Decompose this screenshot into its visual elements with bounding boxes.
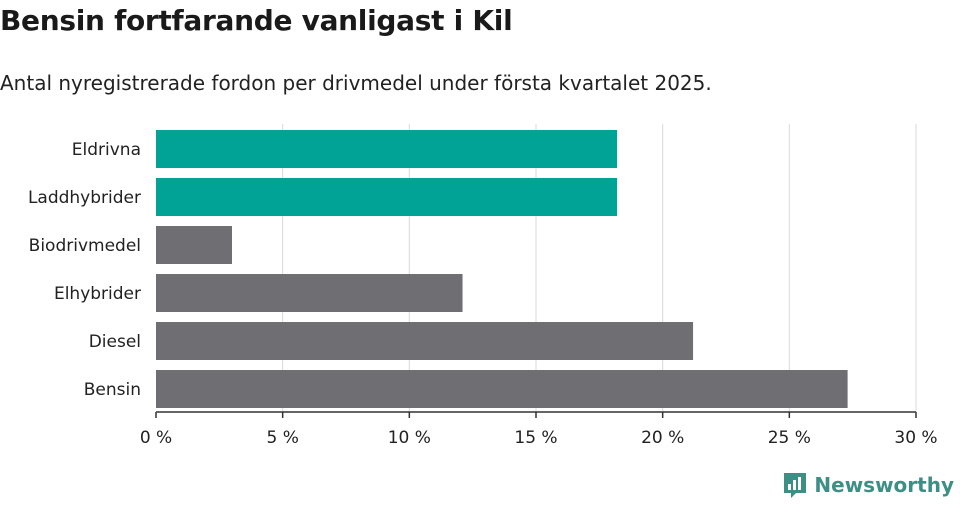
x-tick-label: 25 % [768,428,811,448]
x-tick-label: 15 % [514,428,557,448]
chart-subtitle: Antal nyregistrerade fordon per drivmede… [0,71,712,95]
brand-logo: Newsworthy [782,471,954,499]
bar-chart: Eldrivna Laddhybrider Biodrivmedel Elhybrid… [28,124,938,448]
x-tick-label: 10 % [388,428,431,448]
x-tick-label: 30 % [894,428,937,448]
category-label: Diesel [89,332,141,352]
category-label: Biodrivmedel [29,236,141,256]
brand-name: Newsworthy [814,473,954,497]
bar [156,226,232,264]
bar [156,370,848,408]
category-label: Eldrivna [72,140,141,160]
category-label: Elhybrider [54,284,141,304]
x-tick-label: 0 % [140,428,172,448]
category-label: Bensin [84,380,141,400]
category-label: Laddhybrider [28,188,141,208]
x-tick-label: 20 % [641,428,684,448]
bar [156,322,694,360]
bar [156,130,618,168]
bar [156,178,618,216]
chart-title: Bensin fortfarande vanligast i Kil [0,4,513,37]
bar [156,274,463,312]
x-tick-label: 5 % [266,428,298,448]
newsworthy-logo-icon [784,473,807,498]
